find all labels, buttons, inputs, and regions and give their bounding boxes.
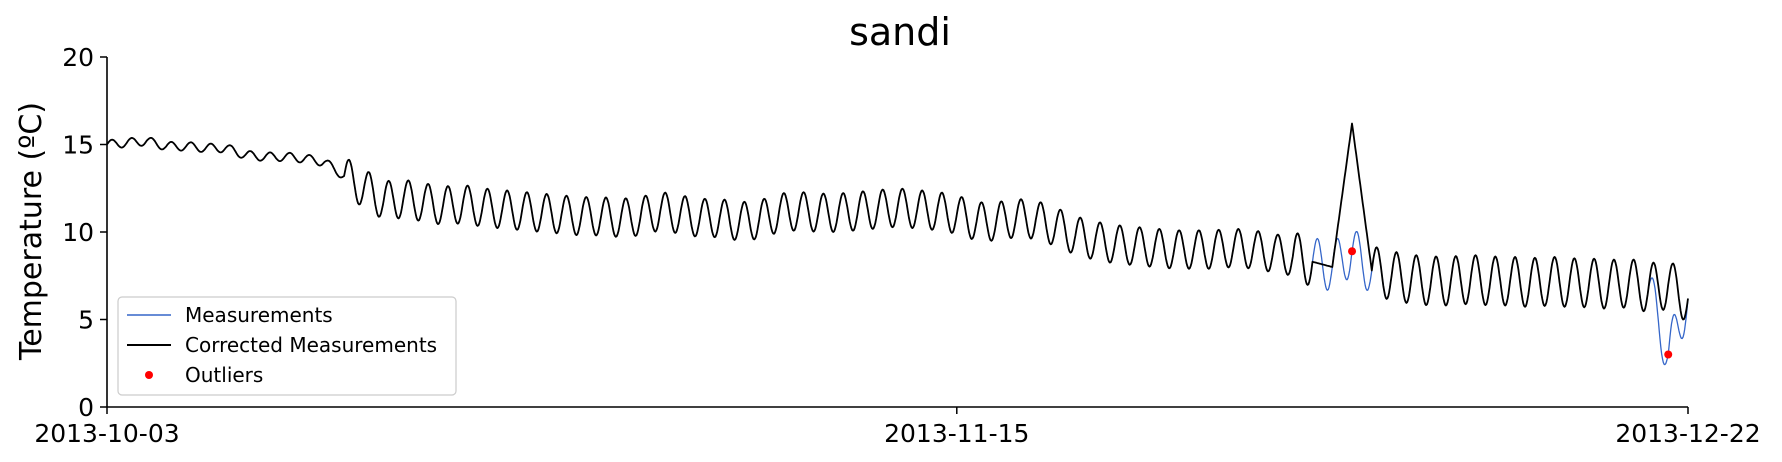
legend-outliers-swatch [145, 371, 153, 379]
series-layer [106, 122, 1689, 366]
legend-outliers-label: Outliers [185, 363, 263, 387]
x-tick-label: 2013-12-22 [1615, 419, 1760, 448]
x-tick-label: 2013-11-15 [884, 419, 1029, 448]
legend-frame [117, 296, 457, 396]
outlier-point [1664, 350, 1673, 359]
x-ticks: 2013-10-03 2013-11-15 2013-12-22 [34, 407, 1761, 448]
series-line-corrected [106, 122, 1689, 321]
legend-corrected-label: Corrected Measurements [185, 333, 437, 357]
x-tick-label: 2013-10-03 [34, 419, 179, 448]
y-ticks: 0 5 10 15 20 [62, 43, 107, 422]
outlier-point [1348, 247, 1357, 256]
y-tick-label: 10 [62, 218, 94, 247]
legend-measurements-label: Measurements [185, 303, 333, 327]
y-tick-label: 5 [78, 306, 94, 335]
y-tick-label: 20 [62, 43, 94, 72]
chart-title: sandi [849, 10, 951, 54]
plot-area: 0 5 10 15 20 2013-10-03 2013-11-15 2013-12-22 [34, 43, 1760, 448]
y-tick-label: 0 [78, 393, 94, 422]
legend: Measurements Corrected Measurements Outl… [117, 296, 457, 396]
y-tick-label: 15 [62, 131, 94, 160]
y-axis-title: Temperature (ºC) [14, 102, 49, 361]
